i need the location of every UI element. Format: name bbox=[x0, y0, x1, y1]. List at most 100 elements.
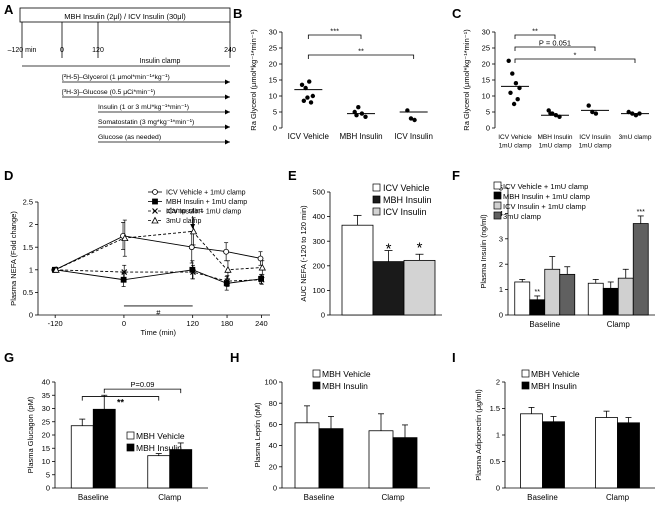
category-label: ICV Insulin bbox=[394, 132, 433, 141]
series-2 bbox=[51, 260, 265, 291]
timeline-label: 120 bbox=[92, 47, 104, 54]
bar bbox=[617, 277, 634, 316]
y-tick-label: 2 bbox=[496, 378, 500, 387]
y-axis-label: Ra Glycerol (μmol*kg⁻¹*min⁻¹) bbox=[249, 29, 258, 131]
data-point bbox=[188, 244, 195, 251]
y-tick-label: 10 bbox=[42, 457, 50, 466]
y-tick-label: 5 bbox=[486, 108, 490, 117]
bar bbox=[368, 430, 394, 489]
y-tick-label: 2.5 bbox=[23, 198, 33, 207]
significance-label: ** bbox=[117, 398, 125, 408]
legend-swatch bbox=[493, 211, 502, 220]
header-box bbox=[19, 7, 231, 23]
y-tick-label: 40 bbox=[269, 441, 277, 450]
series-line bbox=[54, 230, 262, 271]
bar bbox=[559, 273, 576, 316]
category-label: ICV Vehicle bbox=[498, 134, 532, 141]
significance-star: ** bbox=[535, 289, 541, 296]
legend-item: 3mU clamp bbox=[148, 216, 202, 225]
bar bbox=[602, 287, 619, 316]
panel-label: E bbox=[288, 168, 297, 183]
legend-label: ICV Insulin+ 1mU clamp bbox=[166, 209, 241, 216]
data-point bbox=[513, 81, 519, 86]
data-point bbox=[363, 114, 368, 120]
protocol-line: [³H-3]–Glucose (0.5 μCi*min⁻¹) bbox=[62, 89, 155, 96]
data-point bbox=[301, 98, 307, 104]
y-tick-label: 2 bbox=[29, 220, 33, 229]
y-tick-label: 0 bbox=[321, 311, 325, 320]
legend-marker bbox=[152, 198, 158, 205]
legend-item: ICV Vehicle + 1mU clamp bbox=[148, 189, 246, 197]
legend-swatch bbox=[372, 195, 381, 204]
y-tick-label: 30 bbox=[42, 404, 50, 413]
data-point bbox=[408, 116, 414, 121]
legend-label: ICV Insulin + 1mU clamp bbox=[503, 202, 586, 211]
data-point bbox=[257, 255, 264, 262]
category-label: 1mU clamp bbox=[579, 143, 612, 150]
data-point bbox=[121, 234, 129, 242]
bar bbox=[587, 282, 604, 316]
data-point bbox=[593, 111, 599, 116]
legend-label: MBH Vehicle bbox=[322, 369, 371, 379]
legend-marker bbox=[151, 216, 159, 224]
protocol-line: Glucose (as needed) bbox=[98, 134, 161, 141]
y-tick-label: 100 bbox=[264, 378, 277, 387]
data-point bbox=[515, 97, 520, 102]
bar bbox=[392, 437, 418, 489]
legend-label: 3mU clamp bbox=[503, 212, 541, 221]
legend-label: ICV Vehicle bbox=[383, 183, 430, 193]
legend-swatch bbox=[521, 381, 530, 390]
protocol-line: [²H-5]–Glycerol (1 μmol*min⁻¹*kg⁻¹) bbox=[62, 74, 170, 81]
category-label: MBH Insulin bbox=[339, 132, 382, 141]
y-axis-label: Plasma Glucagon (pM) bbox=[26, 396, 35, 473]
significance-label: *** bbox=[330, 27, 339, 36]
legend-label: MBH Vehicle bbox=[531, 369, 580, 379]
significance-label: ** bbox=[358, 47, 364, 56]
y-tick-label: 15 bbox=[269, 76, 277, 85]
data-point bbox=[299, 82, 305, 88]
x-tick-label: 240 bbox=[255, 319, 268, 328]
protocol-line: Somatostatin (3 mg*kg⁻¹*min⁻¹) bbox=[98, 119, 194, 126]
y-tick-label: 1 bbox=[499, 285, 503, 294]
category-label: Baseline bbox=[304, 493, 335, 502]
bar bbox=[520, 413, 543, 489]
data-point bbox=[224, 265, 232, 273]
series-3 bbox=[52, 264, 265, 287]
significance-bracket bbox=[307, 34, 362, 39]
y-tick-label: 0.5 bbox=[490, 457, 500, 466]
hash-label: # bbox=[156, 308, 161, 317]
legend-swatch bbox=[312, 381, 321, 390]
data-point bbox=[310, 93, 316, 99]
timeline-label: –120 min bbox=[8, 47, 37, 54]
y-tick-label: 1 bbox=[29, 265, 33, 274]
arrow-head bbox=[225, 139, 230, 145]
category-label: Baseline bbox=[529, 320, 560, 329]
y-tick-label: 0 bbox=[46, 484, 50, 493]
bar bbox=[542, 421, 565, 489]
panel-label: C bbox=[452, 6, 462, 21]
significance-star: * bbox=[417, 239, 423, 256]
bar bbox=[595, 417, 618, 489]
protocol-header: MBH Insulin (2μl) / ICV Insulin (30μl) bbox=[64, 12, 186, 21]
y-tick-label: 25 bbox=[482, 44, 490, 53]
significance-bracket bbox=[103, 388, 182, 394]
y-tick-label: 2 bbox=[499, 260, 503, 269]
category-label: Clamp bbox=[607, 320, 631, 329]
data-point bbox=[586, 103, 591, 108]
category-label: 3mU clamp bbox=[619, 134, 652, 141]
data-point bbox=[189, 227, 198, 235]
legend-label: MBH Insulin bbox=[383, 195, 432, 205]
data-point bbox=[258, 276, 265, 283]
significance-star: * bbox=[386, 241, 392, 258]
y-tick-label: 15 bbox=[42, 444, 50, 453]
x-tick-label: 120 bbox=[186, 319, 199, 328]
panel-label: B bbox=[233, 6, 242, 21]
data-point bbox=[557, 114, 562, 120]
legend-marker bbox=[152, 189, 158, 195]
y-tick-label: 3 bbox=[499, 234, 503, 243]
data-point bbox=[224, 278, 231, 284]
data-point bbox=[120, 276, 127, 283]
series-4 bbox=[52, 217, 266, 280]
bar bbox=[70, 425, 94, 489]
legend-swatch bbox=[521, 369, 530, 378]
